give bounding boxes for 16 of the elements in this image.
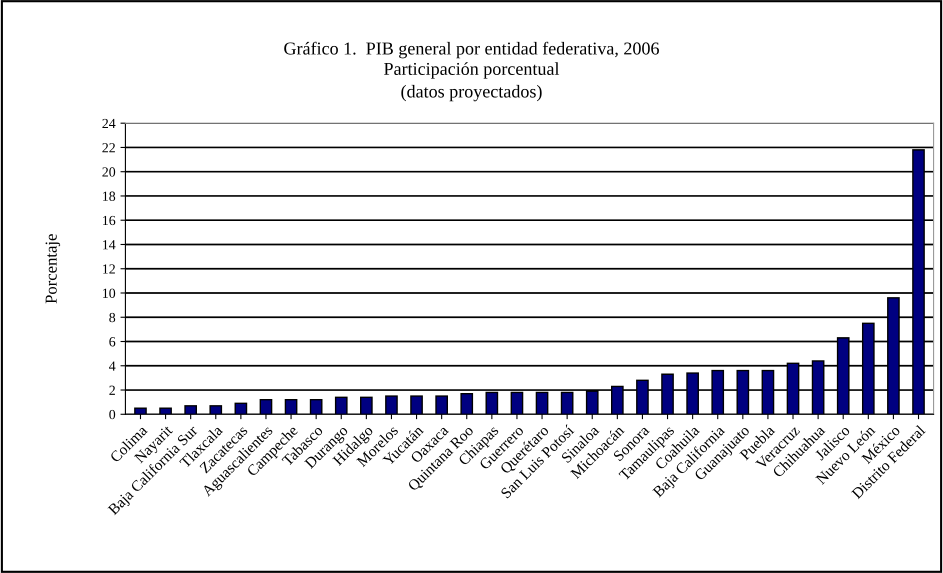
y-tick-label: 2 bbox=[109, 386, 115, 395]
y-tick-label: 0 bbox=[109, 410, 116, 420]
y-tick-label: 6 bbox=[109, 337, 116, 346]
y-tick-label: 12 bbox=[103, 264, 115, 274]
y-axis-title: Porcentaje bbox=[46, 234, 60, 304]
y-tick-label: 18 bbox=[103, 192, 116, 201]
chart-title: Gráfico 1. PIB general por entidad federativa, 2006 bbox=[284, 42, 659, 58]
y-tick-label: 16 bbox=[103, 216, 116, 226]
chart-subtitle: Participación porcentual (datos proyectados) bbox=[384, 62, 560, 102]
y-tick-label: 10 bbox=[103, 288, 116, 298]
y-tick-label: 20 bbox=[102, 167, 116, 177]
y-tick-label: 4 bbox=[109, 361, 116, 371]
y-tick-label: 8 bbox=[109, 312, 116, 322]
y-tick-label: 24 bbox=[102, 118, 116, 128]
y-tick-label: 14 bbox=[103, 240, 116, 250]
y-tick-label: 22 bbox=[102, 143, 115, 152]
